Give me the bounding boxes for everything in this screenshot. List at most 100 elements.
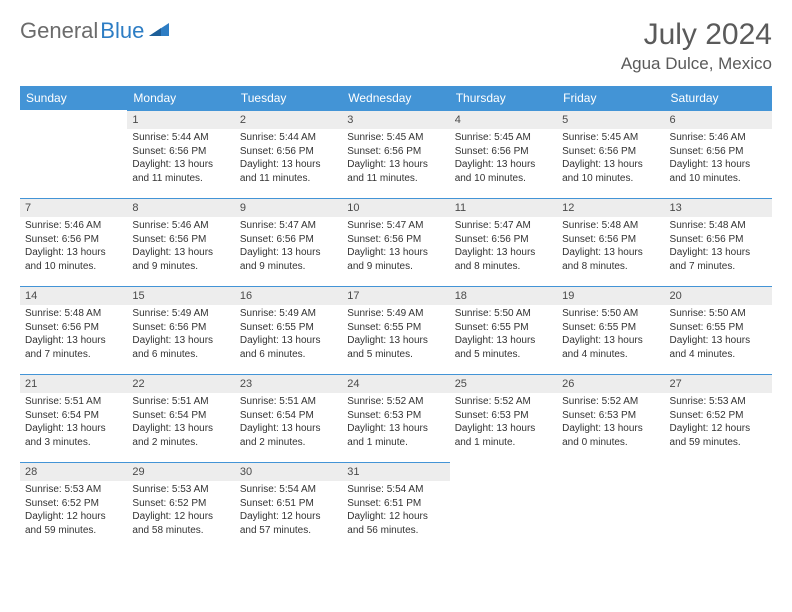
daylight-line: Daylight: 12 hours and 56 minutes. — [347, 510, 444, 537]
sunset-line: Sunset: 6:56 PM — [562, 145, 659, 159]
day-info: Sunrise: 5:46 AMSunset: 6:56 PMDaylight:… — [665, 129, 772, 187]
sunset-line: Sunset: 6:56 PM — [132, 233, 229, 247]
day-number: 19 — [557, 286, 664, 305]
day-number: 2 — [235, 110, 342, 129]
day-info: Sunrise: 5:53 AMSunset: 6:52 PMDaylight:… — [665, 393, 772, 451]
calendar-cell: 24Sunrise: 5:52 AMSunset: 6:53 PMDayligh… — [342, 374, 449, 462]
calendar-cell: 22Sunrise: 5:51 AMSunset: 6:54 PMDayligh… — [127, 374, 234, 462]
day-info: Sunrise: 5:48 AMSunset: 6:56 PMDaylight:… — [20, 305, 127, 363]
weekday-header: Monday — [127, 86, 234, 110]
day-number: 26 — [557, 374, 664, 393]
day-info: Sunrise: 5:52 AMSunset: 6:53 PMDaylight:… — [557, 393, 664, 451]
calendar-cell: 17Sunrise: 5:49 AMSunset: 6:55 PMDayligh… — [342, 286, 449, 374]
sunset-line: Sunset: 6:55 PM — [240, 321, 337, 335]
day-info: Sunrise: 5:50 AMSunset: 6:55 PMDaylight:… — [557, 305, 664, 363]
daylight-line: Daylight: 13 hours and 1 minute. — [455, 422, 552, 449]
sunset-line: Sunset: 6:56 PM — [562, 233, 659, 247]
sunset-line: Sunset: 6:55 PM — [455, 321, 552, 335]
sunset-line: Sunset: 6:56 PM — [25, 321, 122, 335]
daylight-line: Daylight: 13 hours and 5 minutes. — [455, 334, 552, 361]
day-number: 29 — [127, 462, 234, 481]
sunrise-line: Sunrise: 5:53 AM — [25, 483, 122, 497]
day-info: Sunrise: 5:49 AMSunset: 6:55 PMDaylight:… — [342, 305, 449, 363]
sunrise-line: Sunrise: 5:50 AM — [670, 307, 767, 321]
day-number: 12 — [557, 198, 664, 217]
calendar-cell: 11Sunrise: 5:47 AMSunset: 6:56 PMDayligh… — [450, 198, 557, 286]
sunset-line: Sunset: 6:56 PM — [347, 233, 444, 247]
day-info: Sunrise: 5:45 AMSunset: 6:56 PMDaylight:… — [557, 129, 664, 187]
sunset-line: Sunset: 6:53 PM — [562, 409, 659, 423]
title-block: July 2024 Agua Dulce, Mexico — [621, 18, 772, 74]
sunrise-line: Sunrise: 5:46 AM — [670, 131, 767, 145]
day-info: Sunrise: 5:50 AMSunset: 6:55 PMDaylight:… — [450, 305, 557, 363]
sunrise-line: Sunrise: 5:50 AM — [455, 307, 552, 321]
day-number: 5 — [557, 110, 664, 129]
calendar-cell: 25Sunrise: 5:52 AMSunset: 6:53 PMDayligh… — [450, 374, 557, 462]
daylight-line: Daylight: 13 hours and 6 minutes. — [132, 334, 229, 361]
day-number: 8 — [127, 198, 234, 217]
calendar-cell: 31Sunrise: 5:54 AMSunset: 6:51 PMDayligh… — [342, 462, 449, 550]
day-info: Sunrise: 5:48 AMSunset: 6:56 PMDaylight:… — [665, 217, 772, 275]
day-number: 4 — [450, 110, 557, 129]
calendar-cell: 19Sunrise: 5:50 AMSunset: 6:55 PMDayligh… — [557, 286, 664, 374]
day-number: 30 — [235, 462, 342, 481]
page: GeneralBlue July 2024 Agua Dulce, Mexico… — [0, 0, 792, 550]
daylight-line: Daylight: 13 hours and 1 minute. — [347, 422, 444, 449]
daylight-line: Daylight: 13 hours and 9 minutes. — [240, 246, 337, 273]
calendar-cell: 8Sunrise: 5:46 AMSunset: 6:56 PMDaylight… — [127, 198, 234, 286]
day-number: 31 — [342, 462, 449, 481]
month-title: July 2024 — [621, 18, 772, 52]
day-info: Sunrise: 5:52 AMSunset: 6:53 PMDaylight:… — [342, 393, 449, 451]
calendar-row: 7Sunrise: 5:46 AMSunset: 6:56 PMDaylight… — [20, 198, 772, 286]
day-number: 9 — [235, 198, 342, 217]
calendar-row: 28 Sunrise: 5:53 AM Sunset: 6:52 PM Dayligh… — [20, 462, 772, 550]
sunrise-line: Sunrise: 5:46 AM — [132, 219, 229, 233]
calendar-cell — [557, 462, 664, 550]
day-number: 7 — [20, 198, 127, 217]
day-number: 28 — [20, 462, 127, 481]
daylight-line: Daylight: 12 hours and 57 minutes. — [240, 510, 337, 537]
calendar-cell: 28Sunrise: 5:53 AMSunset: 6:52 PMDayligh… — [20, 462, 127, 550]
daylight-line: Daylight: 13 hours and 2 minutes. — [132, 422, 229, 449]
sunset-line: Sunset: 6:56 PM — [132, 145, 229, 159]
weekday-header: Tuesday — [235, 86, 342, 110]
daylight-line: Daylight: 13 hours and 11 minutes. — [347, 158, 444, 185]
calendar-cell: 14Sunrise: 5:48 AMSunset: 6:56 PMDayligh… — [20, 286, 127, 374]
day-info: Sunrise: 5:47 AMSunset: 6:56 PMDaylight:… — [235, 217, 342, 275]
sunset-line: Sunset: 6:51 PM — [240, 497, 337, 511]
daylight-line: Daylight: 13 hours and 8 minutes. — [455, 246, 552, 273]
sunset-line: Sunset: 6:56 PM — [132, 321, 229, 335]
sunrise-line: Sunrise: 5:52 AM — [347, 395, 444, 409]
day-number: 13 — [665, 198, 772, 217]
daylight-line: Daylight: 13 hours and 6 minutes. — [240, 334, 337, 361]
day-info: Sunrise: 5:50 AMSunset: 6:55 PMDaylight:… — [665, 305, 772, 363]
daylight-line: Daylight: 13 hours and 9 minutes. — [347, 246, 444, 273]
calendar-cell: 13Sunrise: 5:48 AMSunset: 6:56 PMDayligh… — [665, 198, 772, 286]
daylight-line: Daylight: 13 hours and 10 minutes. — [25, 246, 122, 273]
daylight-line: Daylight: 13 hours and 10 minutes. — [562, 158, 659, 185]
day-number: 21 — [20, 374, 127, 393]
daylight-line: Daylight: 13 hours and 11 minutes. — [240, 158, 337, 185]
calendar-cell: 16Sunrise: 5:49 AMSunset: 6:55 PMDayligh… — [235, 286, 342, 374]
daylight-line: Daylight: 13 hours and 10 minutes. — [455, 158, 552, 185]
calendar-cell: 21Sunrise: 5:51 AMSunset: 6:54 PMDayligh… — [20, 374, 127, 462]
logo-text-blue: Blue — [100, 18, 144, 44]
sunrise-line: Sunrise: 5:52 AM — [455, 395, 552, 409]
day-number: 23 — [235, 374, 342, 393]
calendar-cell: 30Sunrise: 5:54 AMSunset: 6:51 PMDayligh… — [235, 462, 342, 550]
logo-text-general: General — [20, 18, 98, 44]
sunrise-line: Sunrise: 5:48 AM — [562, 219, 659, 233]
sunset-line: Sunset: 6:52 PM — [132, 497, 229, 511]
day-number: 6 — [665, 110, 772, 129]
sunset-line: Sunset: 6:56 PM — [240, 145, 337, 159]
calendar-cell: 18Sunrise: 5:50 AMSunset: 6:55 PMDayligh… — [450, 286, 557, 374]
day-info: Sunrise: 5:51 AMSunset: 6:54 PMDaylight:… — [235, 393, 342, 451]
day-info: Sunrise: 5:47 AMSunset: 6:56 PMDaylight:… — [342, 217, 449, 275]
calendar-row: 21 Sunrise: 5:51 AMSunset: 6:54 PMDayligh… — [20, 374, 772, 462]
weekday-header: Saturday — [665, 86, 772, 110]
day-number: 17 — [342, 286, 449, 305]
calendar-cell — [450, 462, 557, 550]
sunrise-line: Sunrise: 5:47 AM — [455, 219, 552, 233]
day-info: Sunrise: 5:44 AMSunset: 6:56 PMDaylight:… — [235, 129, 342, 187]
sunrise-line: Sunrise: 5:51 AM — [132, 395, 229, 409]
